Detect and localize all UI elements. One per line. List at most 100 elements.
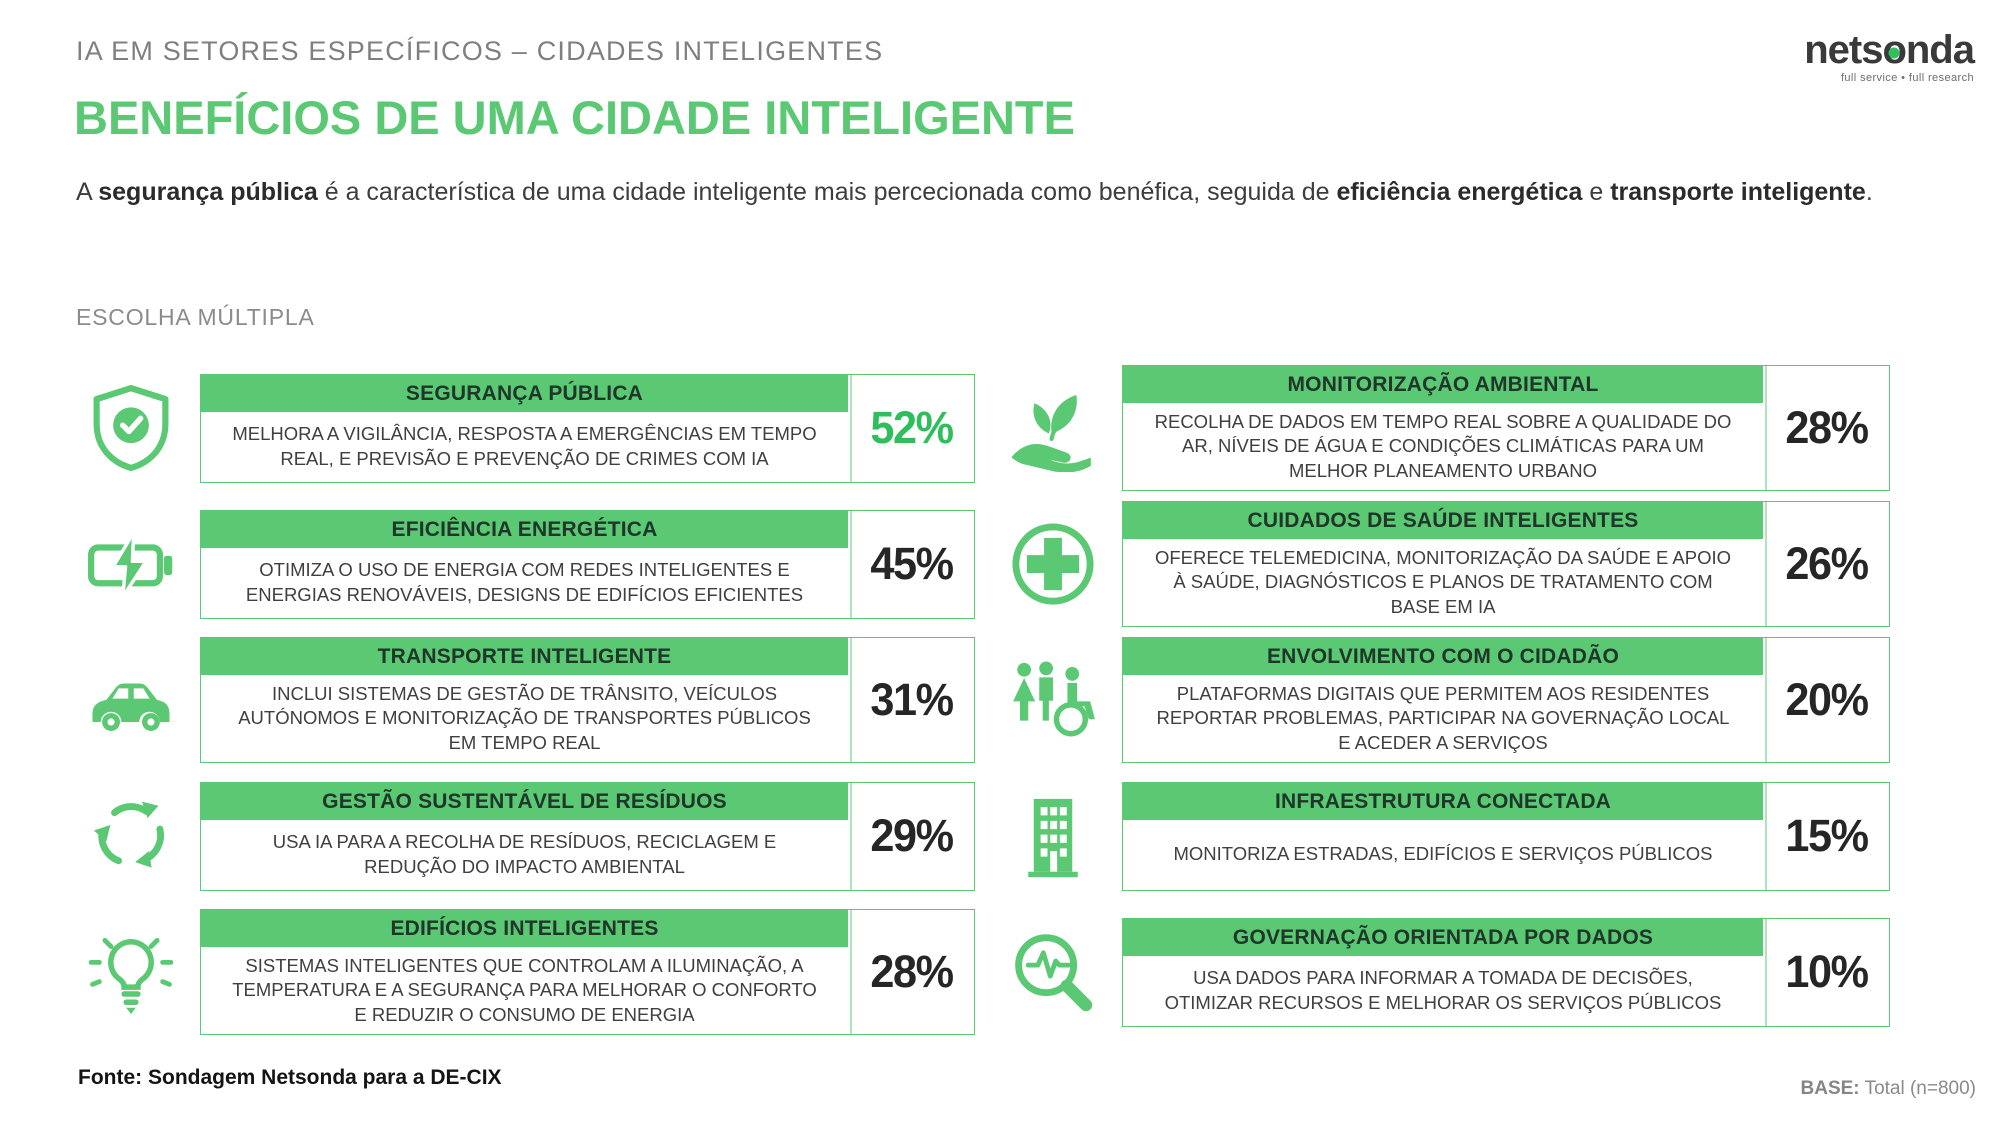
benefit-card-main: MONITORIZAÇÃO AMBIENTAL RECOLHA DE DADOS… <box>1123 365 1763 490</box>
page-title: BENEFÍCIOS DE UMA CIDADE INTELIGENTE <box>74 91 1075 144</box>
logo-tagline: full service • full research <box>1840 72 1974 84</box>
benefit-percentage: 10% <box>1765 918 1887 1026</box>
benefit-description: RECOLHA DE DADOS EM TEMPO REAL SOBRE A Q… <box>1154 410 1732 481</box>
subtitle: A segurança pública é a característica d… <box>76 178 1936 207</box>
benefit-card: TRANSPORTE INTELIGENTE INCLUI SISTEMAS D… <box>200 636 975 764</box>
benefit-description: MELHORA A VIGILÂNCIA, RESPOSTA A EMERGÊN… <box>232 423 817 469</box>
benefit-card: SEGURANÇA PÚBLICA MELHORA A VIGILÂNCIA, … <box>200 373 975 483</box>
benefit-card-main: EFICIÊNCIA ENERGÉTICA OTIMIZA O USO DE E… <box>201 510 848 618</box>
benefit-percentage: 15% <box>1765 782 1887 890</box>
benefit-description: USA DADOS PARA INFORMAR A TOMADA DE DECI… <box>1164 967 1722 1013</box>
benefit-row: SEGURANÇA PÚBLICA MELHORA A VIGILÂNCIA, … <box>78 362 975 494</box>
base-note: BASE: Total (n=800) <box>1801 1078 1977 1100</box>
benefit-row: TRANSPORTE INTELIGENTE INCLUI SISTEMAS D… <box>78 634 975 766</box>
benefit-card-main: GOVERNAÇÃO ORIENTADA POR DADOS USA DADOS… <box>1123 918 1763 1026</box>
question-type-note: ESCOLHA MÚLTIPLA <box>76 304 315 330</box>
benefit-icon-cell <box>1000 520 1106 608</box>
benefit-icon-cell <box>1000 384 1106 472</box>
shield-check-icon <box>87 384 175 472</box>
benefit-percentage: 29% <box>850 782 972 890</box>
benefit-description: INCLUI SISTEMAS DE GESTÃO DE TRÂNSITO, V… <box>238 682 811 753</box>
benefit-icon-cell <box>78 656 184 744</box>
benefit-description: PLATAFORMAS DIGITAIS QUE PERMITEM AOS RE… <box>1156 682 1730 753</box>
benefit-title: GESTÃO SUSTENTÁVEL DE RESÍDUOS <box>201 782 848 820</box>
benefit-row: ENVOLVIMENTO COM O CIDADÃO PLATAFORMAS D… <box>1000 634 1890 766</box>
benefit-icon-cell <box>1000 792 1106 880</box>
benefit-percentage: 31% <box>850 637 972 763</box>
subtitle-bold-term: transporte inteligente <box>1610 178 1866 206</box>
logo-wordmark: netsonda <box>1804 28 1975 72</box>
battery-charging-icon <box>87 520 175 608</box>
benefit-card: EFICIÊNCIA ENERGÉTICA OTIMIZA O USO DE E… <box>200 509 975 619</box>
benefit-card-main: TRANSPORTE INTELIGENTE INCLUI SISTEMAS D… <box>201 637 848 762</box>
benefit-icon-cell <box>1000 928 1106 1016</box>
benefit-icon-cell <box>78 928 184 1016</box>
benefit-card: GOVERNAÇÃO ORIENTADA POR DADOS USA DADOS… <box>1122 917 1890 1027</box>
logo-text-pre: nets <box>1804 28 1883 72</box>
building-icon <box>1009 792 1097 880</box>
netsonda-logo: netsonda full service • full research <box>1804 28 1975 84</box>
benefit-title: EDIFÍCIOS INTELIGENTES <box>201 909 848 947</box>
benefit-card: CUIDADOS DE SAÚDE INTELIGENTES OFERECE T… <box>1122 500 1890 628</box>
benefit-card: INFRAESTRUTURA CONECTADA MONITORIZA ESTR… <box>1122 781 1890 891</box>
data-magnifier-icon <box>1009 928 1097 1016</box>
subtitle-bold-term: segurança pública <box>98 178 318 206</box>
source-note: Fonte: Sondagem Netsonda para a DE-CIX <box>78 1066 502 1089</box>
benefit-row: EFICIÊNCIA ENERGÉTICA OTIMIZA O USO DE E… <box>78 498 975 630</box>
smart-car-icon <box>87 656 175 744</box>
benefit-icon-cell <box>78 520 184 608</box>
benefit-title: INFRAESTRUTURA CONECTADA <box>1123 782 1763 820</box>
benefit-description: OTIMIZA O USO DE ENERGIA COM REDES INTEL… <box>245 559 804 605</box>
benefit-row: EDIFÍCIOS INTELIGENTES SISTEMAS INTELIGE… <box>78 906 975 1038</box>
benefit-title: GOVERNAÇÃO ORIENTADA POR DADOS <box>1123 918 1763 956</box>
benefit-card-main: EDIFÍCIOS INTELIGENTES SISTEMAS INTELIGE… <box>201 909 848 1034</box>
benefit-title: EFICIÊNCIA ENERGÉTICA <box>201 510 848 548</box>
benefit-row: CUIDADOS DE SAÚDE INTELIGENTES OFERECE T… <box>1000 498 1890 630</box>
logo-o-dot: o <box>1882 28 1906 72</box>
benefit-title: CUIDADOS DE SAÚDE INTELIGENTES <box>1123 501 1763 539</box>
benefit-icon-cell <box>1000 656 1106 744</box>
kicker: IA EM SETORES ESPECÍFICOS – CIDADES INTE… <box>76 36 884 66</box>
smart-bulb-icon <box>87 928 175 1016</box>
benefit-card: ENVOLVIMENTO COM O CIDADÃO PLATAFORMAS D… <box>1122 636 1890 764</box>
benefit-description: MONITORIZA ESTRADAS, EDIFÍCIOS E SERVIÇO… <box>1173 843 1713 865</box>
benefit-description: USA IA PARA A RECOLHA DE RESÍDUOS, RECIC… <box>272 831 777 877</box>
base-value: Total (n=800) <box>1864 1078 1976 1099</box>
subtitle-bold-term: eficiência energética <box>1336 178 1583 206</box>
benefit-card: EDIFÍCIOS INTELIGENTES SISTEMAS INTELIGE… <box>200 908 975 1036</box>
base-label: BASE: <box>1800 1078 1860 1099</box>
health-cross-icon <box>1009 520 1097 608</box>
subtitle-text: . <box>1865 178 1873 206</box>
subtitle-text: A <box>76 178 99 206</box>
logo-text-post: nda <box>1905 28 1975 72</box>
benefit-title: ENVOLVIMENTO COM O CIDADÃO <box>1123 637 1763 675</box>
benefit-percentage: 52% <box>850 374 972 482</box>
benefit-icon-cell <box>78 792 184 880</box>
benefit-title: MONITORIZAÇÃO AMBIENTAL <box>1123 365 1763 403</box>
benefit-card: MONITORIZAÇÃO AMBIENTAL RECOLHA DE DADOS… <box>1122 364 1890 492</box>
benefit-card-main: ENVOLVIMENTO COM O CIDADÃO PLATAFORMAS D… <box>1123 637 1763 762</box>
benefit-row: INFRAESTRUTURA CONECTADA MONITORIZA ESTR… <box>1000 770 1890 902</box>
benefit-row: GESTÃO SUSTENTÁVEL DE RESÍDUOS USA IA PA… <box>78 770 975 902</box>
benefit-card-main: SEGURANÇA PÚBLICA MELHORA A VIGILÂNCIA, … <box>201 374 848 482</box>
benefit-description: SISTEMAS INTELIGENTES QUE CONTROLAM A IL… <box>232 954 817 1025</box>
benefit-card-main: INFRAESTRUTURA CONECTADA MONITORIZA ESTR… <box>1123 782 1763 890</box>
recycle-icon <box>87 792 175 880</box>
citizens-icon <box>1009 656 1097 744</box>
benefit-row: MONITORIZAÇÃO AMBIENTAL RECOLHA DE DADOS… <box>1000 362 1890 494</box>
benefit-row: GOVERNAÇÃO ORIENTADA POR DADOS USA DADOS… <box>1000 906 1890 1038</box>
benefit-percentage: 20% <box>1765 637 1887 763</box>
benefit-card-main: GESTÃO SUSTENTÁVEL DE RESÍDUOS USA IA PA… <box>201 782 848 890</box>
subtitle-text: é a característica de uma cidade intelig… <box>317 178 1337 206</box>
benefit-percentage: 28% <box>850 909 972 1035</box>
benefit-description: OFERECE TELEMEDICINA, MONITORIZAÇÃO DA S… <box>1154 546 1731 617</box>
benefit-card: GESTÃO SUSTENTÁVEL DE RESÍDUOS USA IA PA… <box>200 781 975 891</box>
benefit-percentage: 26% <box>1765 501 1887 627</box>
benefit-title: TRANSPORTE INTELIGENTE <box>201 637 848 675</box>
benefit-percentage: 28% <box>1765 365 1887 491</box>
benefit-icon-cell <box>78 384 184 472</box>
plant-hand-icon <box>1009 384 1097 472</box>
benefit-title: SEGURANÇA PÚBLICA <box>201 374 848 412</box>
benefit-card-main: CUIDADOS DE SAÚDE INTELIGENTES OFERECE T… <box>1123 501 1763 626</box>
